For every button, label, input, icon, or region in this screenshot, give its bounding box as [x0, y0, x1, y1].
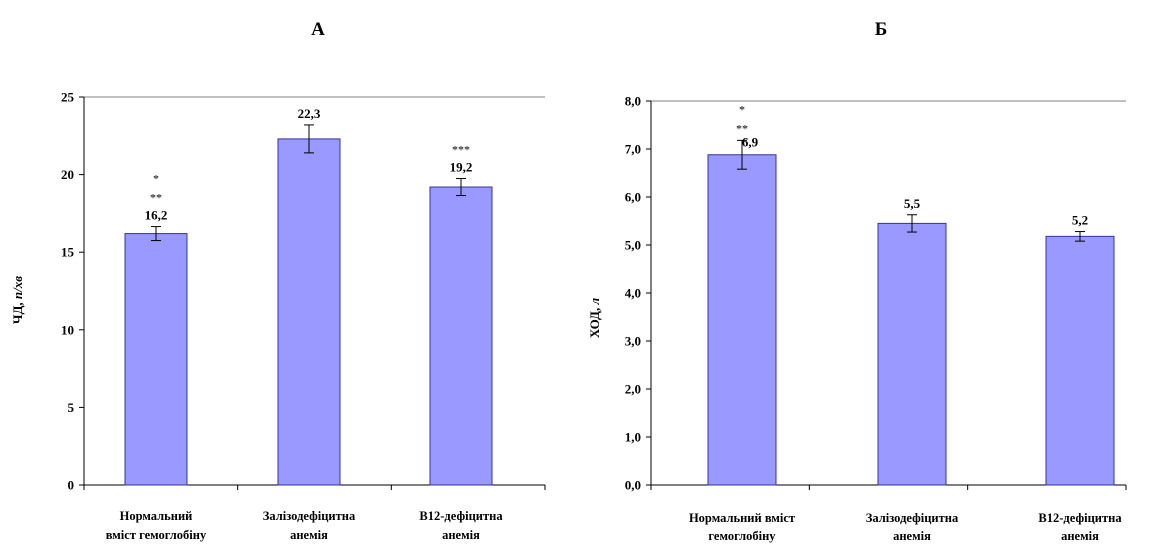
y-tick-label: 2,0 [625, 382, 641, 397]
category-label: вміст гемоглобіну [106, 528, 207, 542]
category-label: В12-дефіцитна [1038, 511, 1122, 525]
y-tick-label: 1,0 [625, 430, 641, 445]
y-tick-label: 25 [61, 90, 75, 105]
y-tick-label: 6,0 [625, 190, 641, 205]
y-tick-label: 10 [61, 322, 74, 337]
y-tick-label: 15 [61, 245, 75, 260]
bar [124, 233, 188, 486]
significance-mark: *** [452, 142, 470, 156]
y-tick-label: 0 [68, 478, 75, 493]
y-tick-label: 4,0 [625, 286, 641, 301]
data-label: 5,2 [1072, 213, 1088, 228]
y-axis-label-main: ХОД, [587, 305, 602, 339]
y-tick-label: 3,0 [625, 334, 641, 349]
data-label: 22,3 [298, 106, 321, 121]
category-label: гемоглобіну [708, 529, 776, 543]
significance-mark: ** [736, 121, 748, 135]
data-label: 6,9 [742, 134, 759, 149]
category-label: Нормальний вміст [689, 511, 795, 525]
category-label: В12-дефіцитна [419, 509, 503, 523]
y-tick-label: 5 [68, 400, 75, 415]
y-tick-label: 7,0 [625, 142, 641, 157]
category-label: Залізодефіцитна [263, 509, 356, 523]
data-label: 16,2 [145, 208, 168, 223]
category-label: анемія [290, 528, 328, 542]
category-label: анемія [893, 529, 931, 543]
category-label: анемія [442, 528, 480, 542]
bar [277, 138, 341, 486]
panel-title: А [311, 19, 325, 40]
y-tick-label: 8,0 [625, 94, 641, 109]
significance-mark: * [739, 102, 745, 116]
data-label: 5,5 [904, 196, 921, 211]
category-label: анемія [1061, 529, 1099, 543]
bar [707, 154, 777, 486]
bar [429, 186, 493, 486]
category-label: Нормальний [120, 509, 193, 523]
bar [1045, 235, 1115, 486]
bar [877, 222, 947, 486]
y-axis-label-main: ЧД, [10, 299, 25, 324]
y-tick-label: 0,0 [625, 478, 641, 493]
y-axis-label: ХОД, л [587, 298, 602, 339]
panel-title: Б [875, 19, 888, 40]
significance-mark: ** [150, 191, 162, 205]
significance-mark: * [153, 172, 159, 186]
y-axis-label: ЧД, п/хв [10, 276, 25, 324]
category-label: Залізодефіцитна [866, 511, 959, 525]
data-label: 19,2 [450, 159, 473, 174]
y-tick-label: 20 [61, 167, 74, 182]
y-axis-label-unit: л [587, 298, 602, 306]
y-tick-label: 5,0 [625, 238, 641, 253]
y-axis-label-unit: п/хв [10, 276, 25, 299]
